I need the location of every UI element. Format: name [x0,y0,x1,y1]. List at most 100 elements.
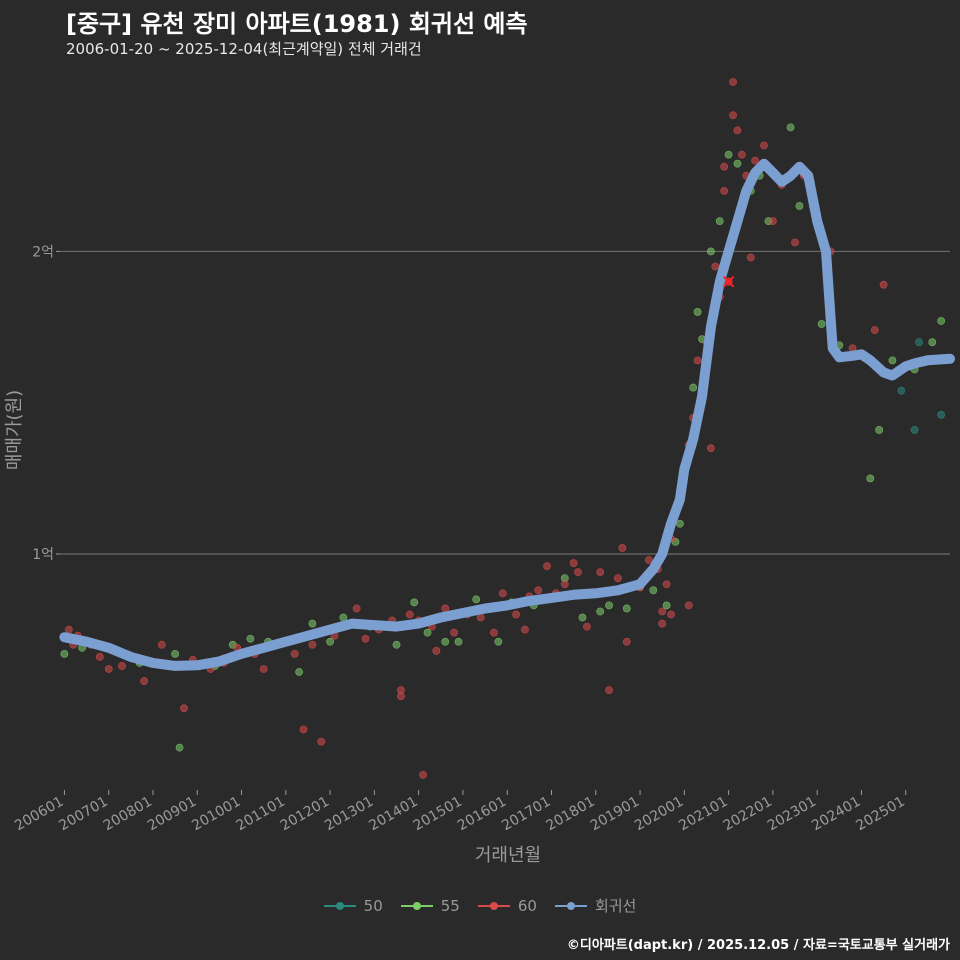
point-55-5 [171,649,180,658]
point-55-36 [693,308,702,316]
point-60-89 [870,326,879,334]
point-55-45 [786,123,795,132]
x-tick-label-16: 202201 [721,794,775,835]
point-60-91 [729,78,737,86]
point-55-6 [175,743,184,752]
legend-key-55 [400,900,433,912]
x-tick-label-5: 201101 [234,794,288,835]
point-55-22 [494,637,503,646]
legend-key-50 [323,900,356,912]
point-55-38 [706,247,715,256]
point-55-11 [295,668,304,676]
highlight-marker [722,275,735,288]
point-60-95 [667,610,675,619]
point-60-51 [583,622,591,631]
legend-label-55: 55 [440,896,460,915]
point-60-6 [118,662,126,670]
x-tick-label-6: 201201 [278,794,332,835]
point-60-37 [450,628,458,637]
x-tick-label-4: 201001 [189,794,243,835]
point-60-5 [104,665,113,673]
point-60-76 [729,111,737,120]
x-tick-label-18: 202401 [809,794,863,835]
point-55-12 [308,619,317,628]
point-60-30 [397,692,405,701]
point-60-22 [317,737,326,746]
chart-title: [중구] 유천 장미 아파트(1981) 회귀선 예측 [66,10,528,38]
point-60-63 [662,580,671,589]
y-axis-label: 매매가(원) [4,390,25,470]
x-tick-label-19: 202501 [853,794,907,835]
point-60-0 [64,625,73,634]
point-55-13 [326,637,334,646]
point-55-16 [392,640,401,649]
point-60-59 [645,556,653,564]
point-60-9 [157,640,166,649]
point-60-93 [720,162,729,171]
point-55-20 [454,637,463,646]
x-tick-label-10: 201601 [455,794,509,835]
point-55-34 [676,519,684,528]
x-tick-label-14: 202001 [632,794,686,835]
point-60-82 [768,217,777,226]
chart-subtitle: 2006-01-20 ~ 2025-12-04(최근계약일) 전체 거래건 [66,40,422,58]
legend-key-60 [477,900,510,912]
point-60-48 [560,580,569,589]
point-60-45 [534,586,543,595]
point-55-32 [662,601,671,610]
legend-label-60: 60 [517,896,537,915]
y-tick-labels: 1억 2억 [32,244,54,563]
regression-line [59,158,955,671]
point-60-49 [569,559,578,567]
x-tick-label-11: 201701 [499,794,553,835]
point-60-33 [419,770,427,779]
point-55-39 [715,217,724,226]
y-tick-label-0: 1억 [32,547,54,563]
point-60-43 [521,625,529,634]
point-55-53 [928,338,937,347]
point-60-21 [308,640,317,649]
point-55-17 [410,598,419,607]
point-50-2 [915,338,923,347]
legend-item-regression[interactable]: 회귀선 [554,895,637,916]
point-60-77 [733,126,742,135]
legend-label-regression: 회귀선 [594,897,637,915]
point-60-55 [614,574,622,583]
point-60-17 [259,665,268,673]
point-60-40 [490,628,498,637]
legend-item-55[interactable]: 55 [400,896,460,915]
x-tick-label-15: 202101 [676,794,730,835]
point-60-61 [658,607,667,616]
point-55-29 [622,604,631,613]
point-60-56 [618,544,627,552]
point-55-9 [246,634,255,643]
x-tick-label-12: 201801 [543,794,597,835]
point-60-25 [352,604,361,613]
point-60-84 [791,238,799,247]
point-60-20 [299,725,308,734]
point-60-62 [658,619,667,628]
point-60-41 [498,589,507,598]
legend-item-50[interactable]: 50 [323,897,383,915]
point-60-54 [605,686,613,695]
point-50-3 [937,410,946,419]
point-55-50 [875,426,884,434]
point-55-26 [578,613,587,622]
point-55-28 [605,601,613,610]
x-ticks: 2006012007012008012009012010012011012012… [12,790,908,834]
legend-item-60[interactable]: 60 [477,896,537,915]
point-55-14 [339,613,348,622]
point-60-42 [512,610,520,619]
point-60-46 [543,562,551,570]
point-60-92 [746,253,755,262]
point-55-51 [888,356,897,365]
x-tick-label-9: 201501 [411,794,465,835]
point-55-40 [724,150,733,159]
point-60-35 [432,646,441,655]
point-55-35 [689,383,698,392]
point-50-0 [897,386,906,395]
point-60-11 [180,704,188,713]
point-55-41 [733,159,742,168]
grid-lines [56,250,950,555]
x-tick-label-1: 200701 [56,794,110,835]
